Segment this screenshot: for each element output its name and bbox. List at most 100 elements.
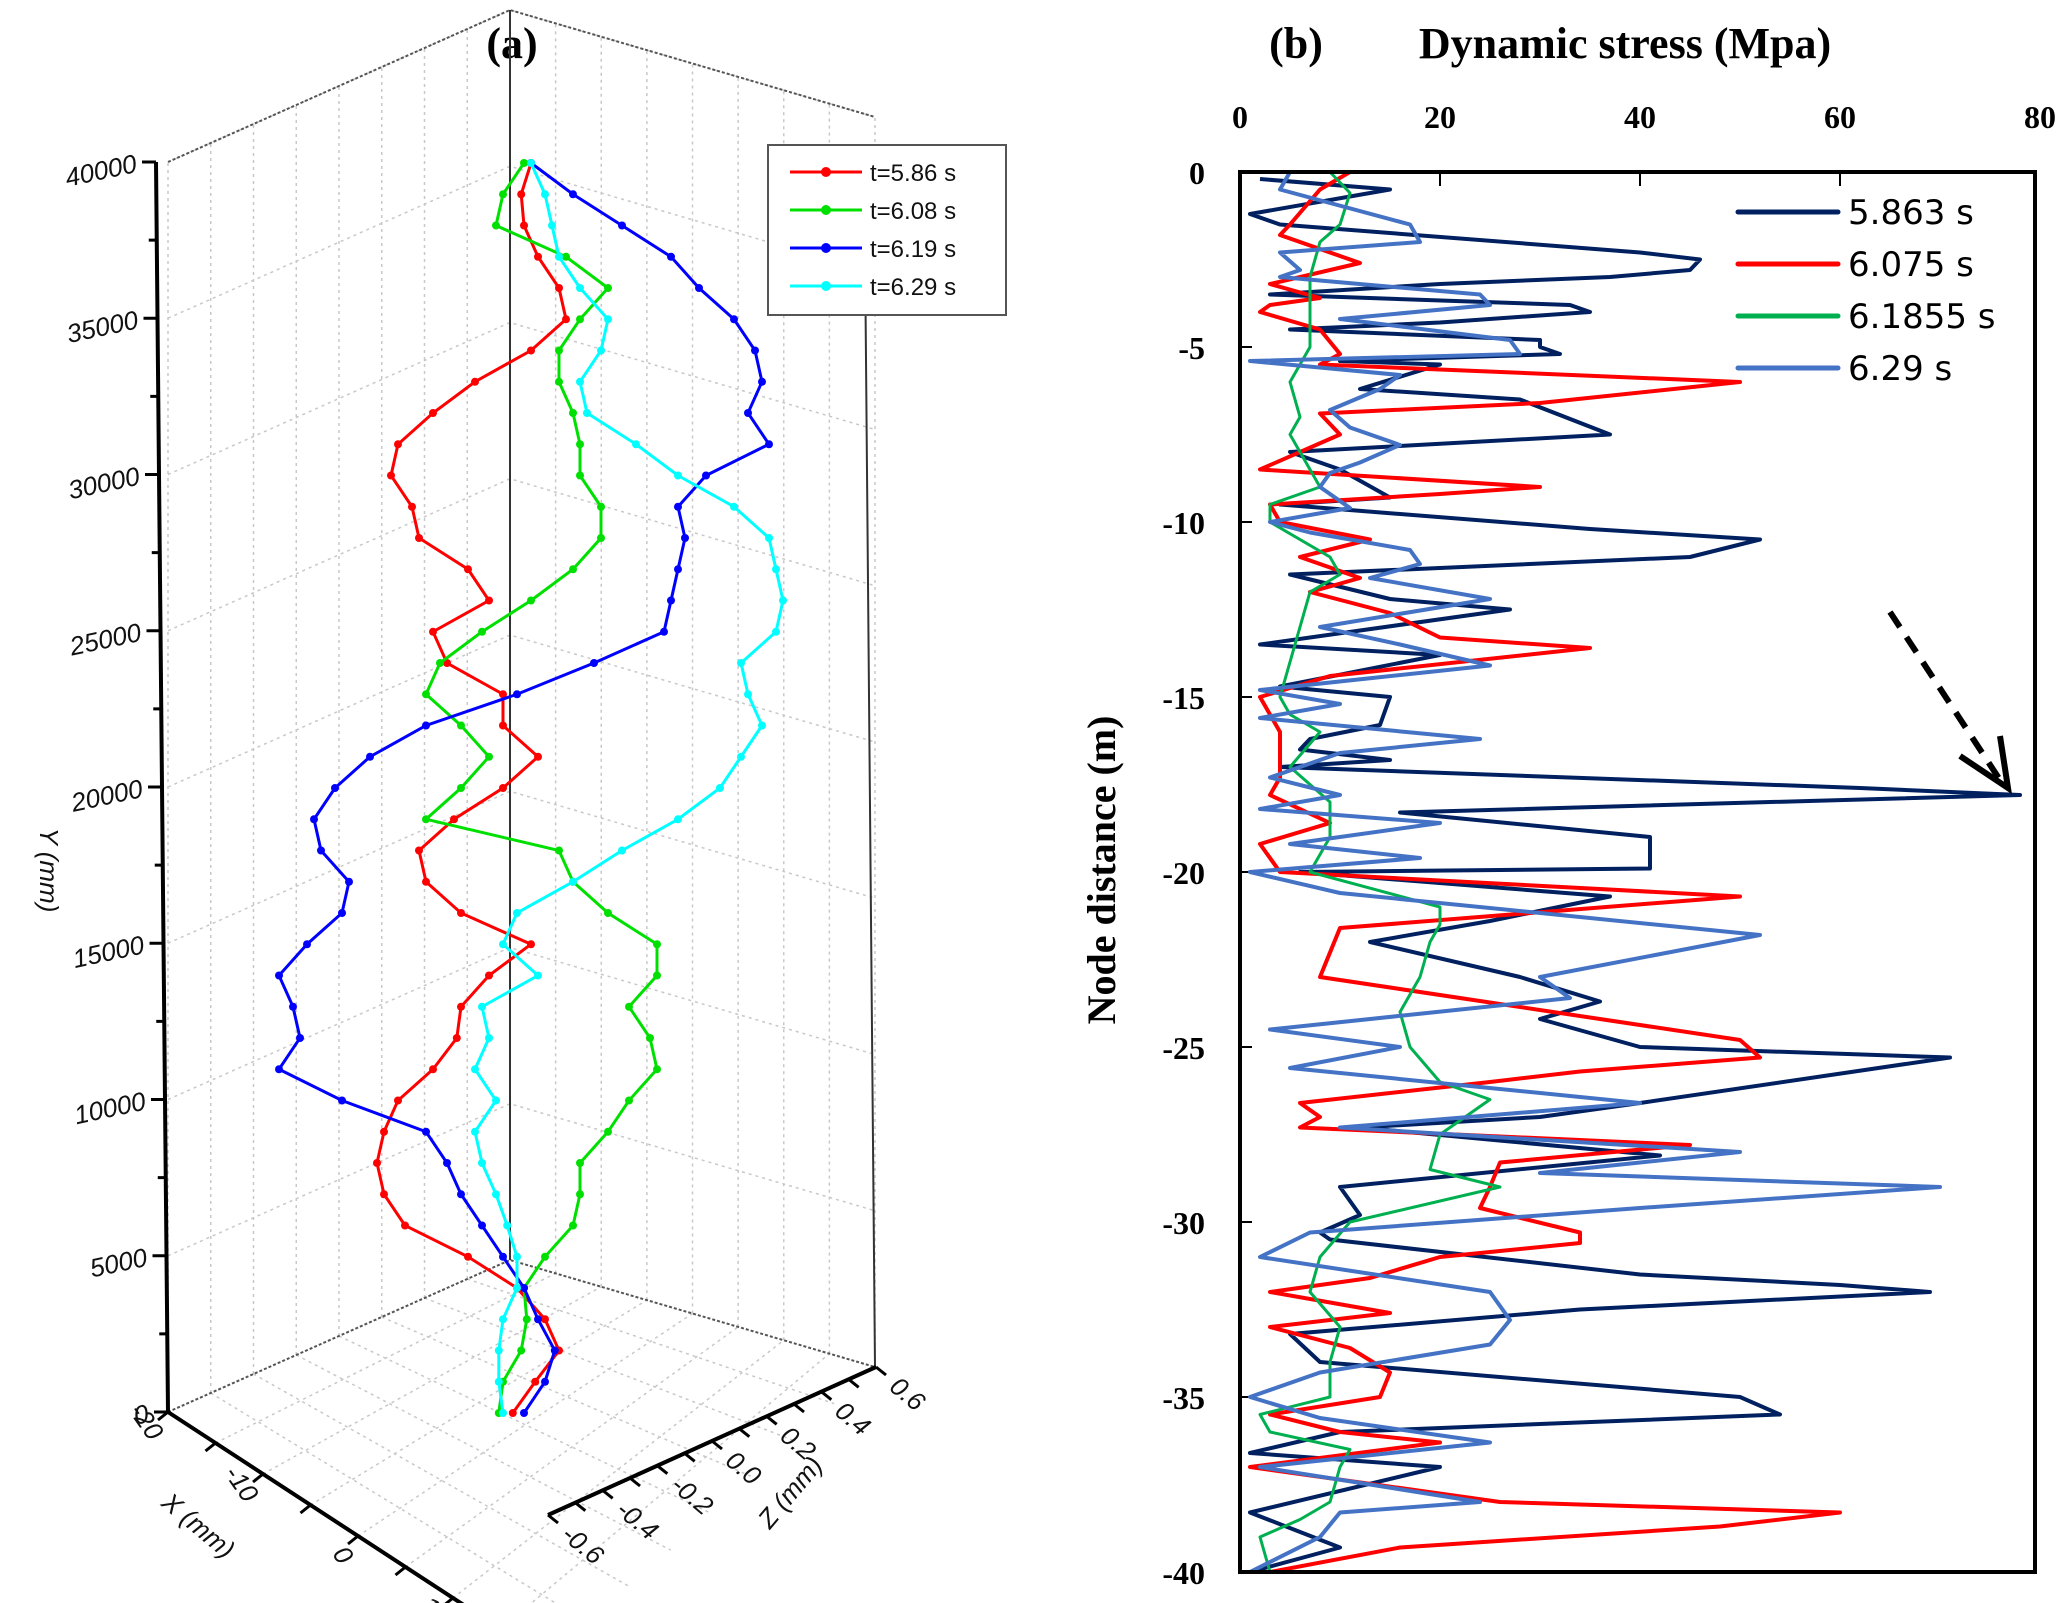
z-tick [547, 1513, 559, 1525]
y-tick-label: -30 [1162, 1205, 1205, 1241]
y-tick-label: 0 [1189, 155, 1205, 191]
panel-a-3d-plot: (a) 0 5000 10000 15000 20000 25000 30000 35000 4… [34, 8, 1007, 1603]
data-point [674, 565, 682, 574]
data-point [653, 1065, 661, 1074]
data-point [494, 1346, 503, 1355]
grid-line [167, 634, 876, 788]
data-point [531, 1377, 540, 1386]
data-point [380, 1190, 388, 1199]
floor-back-edge [167, 1258, 876, 1413]
y-tick-label: 30000 [65, 461, 142, 505]
data-point [478, 1221, 486, 1230]
data-point [499, 721, 507, 730]
series-line-6-1855-s [1258, 170, 1502, 1573]
data-point [275, 971, 283, 980]
panel-b-plot-frame [1238, 170, 2037, 1574]
data-point [429, 409, 437, 417]
series-t-5-86-s [373, 159, 570, 1417]
data-point [758, 377, 766, 386]
data-point [450, 815, 458, 824]
legend-item: t=6.08 s [790, 198, 956, 225]
data-point [471, 1065, 479, 1074]
data-point [737, 752, 745, 761]
legend-item: 6.29 s [1735, 349, 1952, 389]
legend-label: 6.29 s [1848, 349, 1952, 389]
grid-line [253, 1373, 631, 1588]
grid-line [262, 1286, 602, 1475]
legend-label: 6.1855 s [1848, 297, 1996, 337]
z-tick [738, 1427, 751, 1438]
grid-line [295, 1354, 671, 1551]
grid-line [338, 1335, 712, 1515]
data-point [485, 971, 493, 980]
data-point [513, 1252, 521, 1261]
z-tick [847, 1378, 860, 1389]
data-point [555, 377, 563, 386]
data-point [527, 940, 535, 949]
data-point [681, 534, 689, 542]
data-point [604, 1127, 612, 1136]
data-point [576, 377, 584, 386]
data-point [275, 1065, 283, 1074]
data-point [716, 784, 724, 792]
data-point [576, 440, 584, 449]
grid-line [167, 790, 876, 944]
data-point [576, 471, 584, 480]
grid-line [357, 1312, 693, 1537]
data-point [296, 1034, 304, 1042]
data-point [492, 221, 500, 230]
legend-label: t=6.29 s [870, 274, 956, 301]
data-point [331, 784, 339, 792]
data-point [499, 784, 507, 792]
data-point [534, 252, 542, 261]
x-tick [347, 1534, 359, 1546]
panel-b-title: Dynamic stress (Mpa) [1419, 19, 1831, 68]
data-point [503, 1221, 512, 1230]
data-point [429, 1065, 437, 1074]
series-line [276, 161, 772, 1414]
data-point [646, 1034, 654, 1042]
data-point [499, 1409, 507, 1417]
panel-b-y-axis-title: Node distance (m) [1079, 716, 1124, 1025]
data-point [625, 1096, 633, 1105]
data-point [576, 1190, 584, 1199]
x-tick-label: -10 [219, 1459, 265, 1507]
data-point [604, 909, 612, 917]
x-tick-label: 0 [1232, 99, 1248, 135]
data-point [674, 815, 682, 824]
series-t-6-29-s [471, 159, 787, 1417]
data-point [653, 940, 661, 949]
data-point [408, 502, 416, 511]
x-tick-label: 0 [327, 1540, 360, 1569]
panel-b-legend: 5.863 s 6.075 s 6.1855 s 6.29 s [1735, 193, 1996, 389]
data-point [590, 659, 598, 667]
series-line-6-29-s [1248, 171, 1942, 1574]
data-point [730, 315, 738, 324]
panel-b-ticks: 0 20 40 60 80 0 -5 -10 -15 -20 -25 -30 -35 -40 [1162, 99, 2056, 1591]
series-t-6-08-s [422, 159, 661, 1417]
y-tick-label: -25 [1162, 1030, 1205, 1066]
y-axis-title: Y (mm) [34, 828, 64, 913]
data-point [310, 815, 318, 824]
data-point [457, 1002, 465, 1011]
data-point [457, 784, 465, 792]
data-point [457, 1190, 465, 1199]
data-point [751, 346, 759, 355]
data-point [485, 752, 493, 761]
z-tick [711, 1439, 723, 1451]
legend-label: 6.075 s [1848, 245, 1974, 285]
legend-item: t=6.19 s [790, 236, 956, 263]
series-line-6-075-s [1248, 170, 1842, 1574]
data-point [457, 909, 465, 917]
data-point [534, 971, 542, 980]
grid-line [167, 946, 876, 1101]
z-tick [574, 1501, 587, 1512]
data-point [737, 659, 745, 667]
dashed-arrow-shaft-icon [1887, 610, 2003, 782]
arrowhead-icon [1958, 735, 2013, 795]
data-point [555, 346, 563, 355]
grid-line [530, 1353, 830, 1603]
y-tick-label: 0 [131, 1398, 152, 1430]
data-point [457, 721, 465, 730]
data-point [527, 596, 535, 605]
